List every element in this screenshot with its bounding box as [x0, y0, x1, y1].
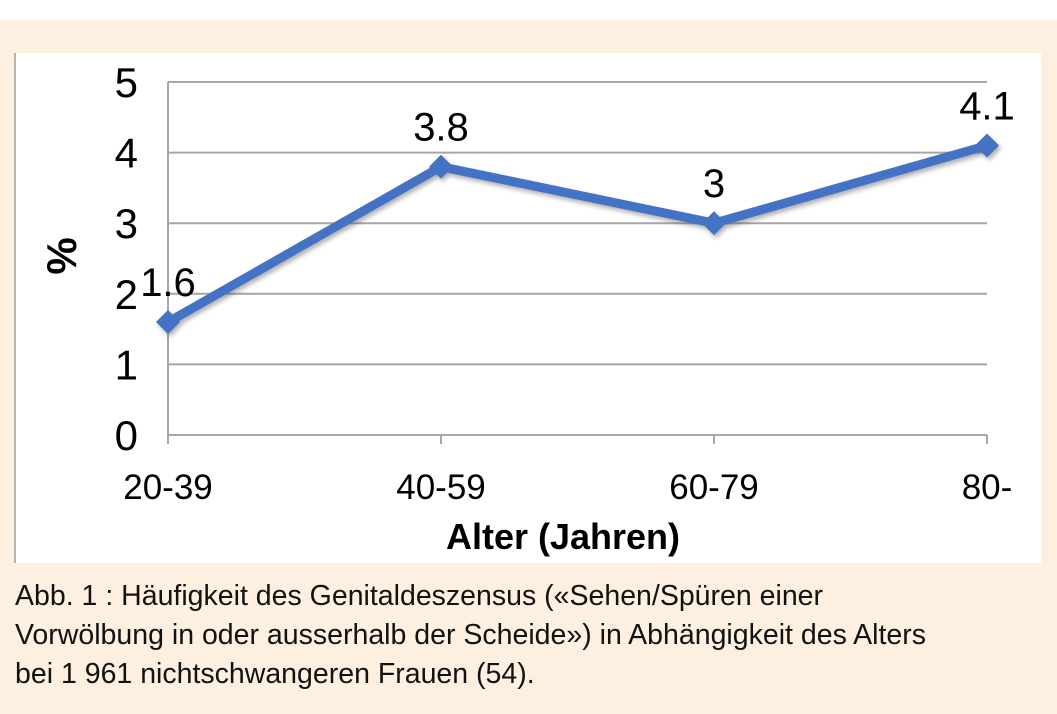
y-axis-title: % — [38, 237, 85, 275]
data-label: 3 — [703, 162, 725, 206]
y-tick-label: 0 — [115, 412, 138, 459]
data-point-marker — [975, 133, 999, 158]
data-series — [156, 133, 999, 335]
x-tick-label: 40-59 — [396, 468, 486, 507]
y-tick-label: 1 — [115, 341, 138, 388]
x-tick-label: 20-39 — [123, 468, 213, 507]
figure-caption-line: Vorwölbung in oder ausserhalb der Scheid… — [15, 619, 927, 651]
data-label: 3.8 — [413, 106, 469, 150]
figure-caption-line: Abb. 1 : Häufigkeit des Genitaldeszensus… — [15, 580, 824, 612]
x-tick-label: 80- — [962, 468, 1013, 507]
data-point-marker — [156, 310, 180, 335]
y-tick-label: 4 — [115, 130, 138, 177]
data-label: 4.1 — [959, 85, 1015, 129]
data-point-marker — [429, 154, 453, 179]
figure-panel: 0 1 2 3 4 5 20-39 40-59 60-79 80- 1.6 3.8 3 4.1 % Alt… — [0, 20, 1057, 714]
y-tick-label: 5 — [115, 59, 138, 106]
figure-caption-line: bei 1 961 nichtschwangeren Frauen (54). — [15, 658, 535, 690]
y-tick-label: 3 — [115, 200, 138, 247]
figure-caption: Abb. 1 : Häufigkeit des Genitaldeszensus… — [15, 577, 1045, 694]
series-line — [165, 141, 989, 326]
data-label: 1.6 — [140, 261, 196, 305]
chart-canvas: 0 1 2 3 4 5 20-39 40-59 60-79 80- 1.6 3.8 3 4.1 — [115, 59, 1015, 507]
data-point-marker — [702, 211, 726, 236]
x-axis-title: Alter (Jahren) — [445, 516, 681, 557]
x-tick-label: 60-79 — [669, 468, 759, 507]
line-chart: 0 1 2 3 4 5 20-39 40-59 60-79 80- 1.6 3.8 3 4.1 % Alt… — [14, 53, 1041, 563]
y-tick-label: 2 — [115, 271, 138, 318]
